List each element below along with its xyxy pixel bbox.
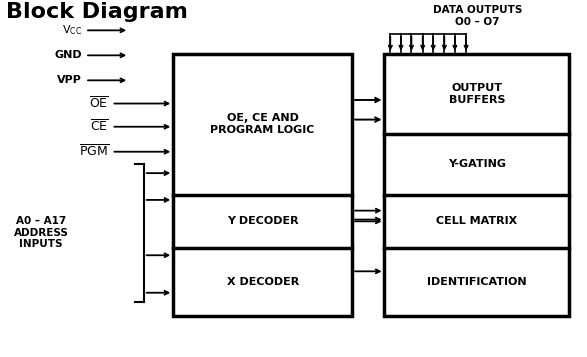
Text: $\mathsf{V_{CC}}$: $\mathsf{V_{CC}}$ bbox=[62, 24, 82, 37]
Text: CELL MATRIX: CELL MATRIX bbox=[436, 216, 518, 226]
Text: Y DECODER: Y DECODER bbox=[227, 216, 299, 226]
Bar bbox=[173, 54, 352, 316]
Text: X DECODER: X DECODER bbox=[227, 277, 299, 287]
Text: A0 – A17
ADDRESS
INPUTS: A0 – A17 ADDRESS INPUTS bbox=[14, 216, 69, 249]
Text: $\overline{\mathsf{PGM}}$: $\overline{\mathsf{PGM}}$ bbox=[79, 144, 109, 160]
Text: Y-GATING: Y-GATING bbox=[448, 159, 506, 169]
Text: $\overline{\mathsf{CE}}$: $\overline{\mathsf{CE}}$ bbox=[90, 119, 109, 135]
Text: Block Diagram: Block Diagram bbox=[6, 2, 188, 22]
Text: DATA OUTPUTS
O0 – O7: DATA OUTPUTS O0 – O7 bbox=[433, 5, 522, 27]
Text: GND: GND bbox=[55, 50, 82, 60]
Text: IDENTIFICATION: IDENTIFICATION bbox=[427, 277, 527, 287]
Text: OE, CE AND
PROGRAM LOGIC: OE, CE AND PROGRAM LOGIC bbox=[211, 113, 315, 135]
Bar bbox=[384, 54, 569, 316]
Text: $\overline{\mathsf{OE}}$: $\overline{\mathsf{OE}}$ bbox=[89, 96, 109, 111]
Text: OUTPUT
BUFFERS: OUTPUT BUFFERS bbox=[448, 83, 505, 105]
Text: VPP: VPP bbox=[58, 75, 82, 85]
